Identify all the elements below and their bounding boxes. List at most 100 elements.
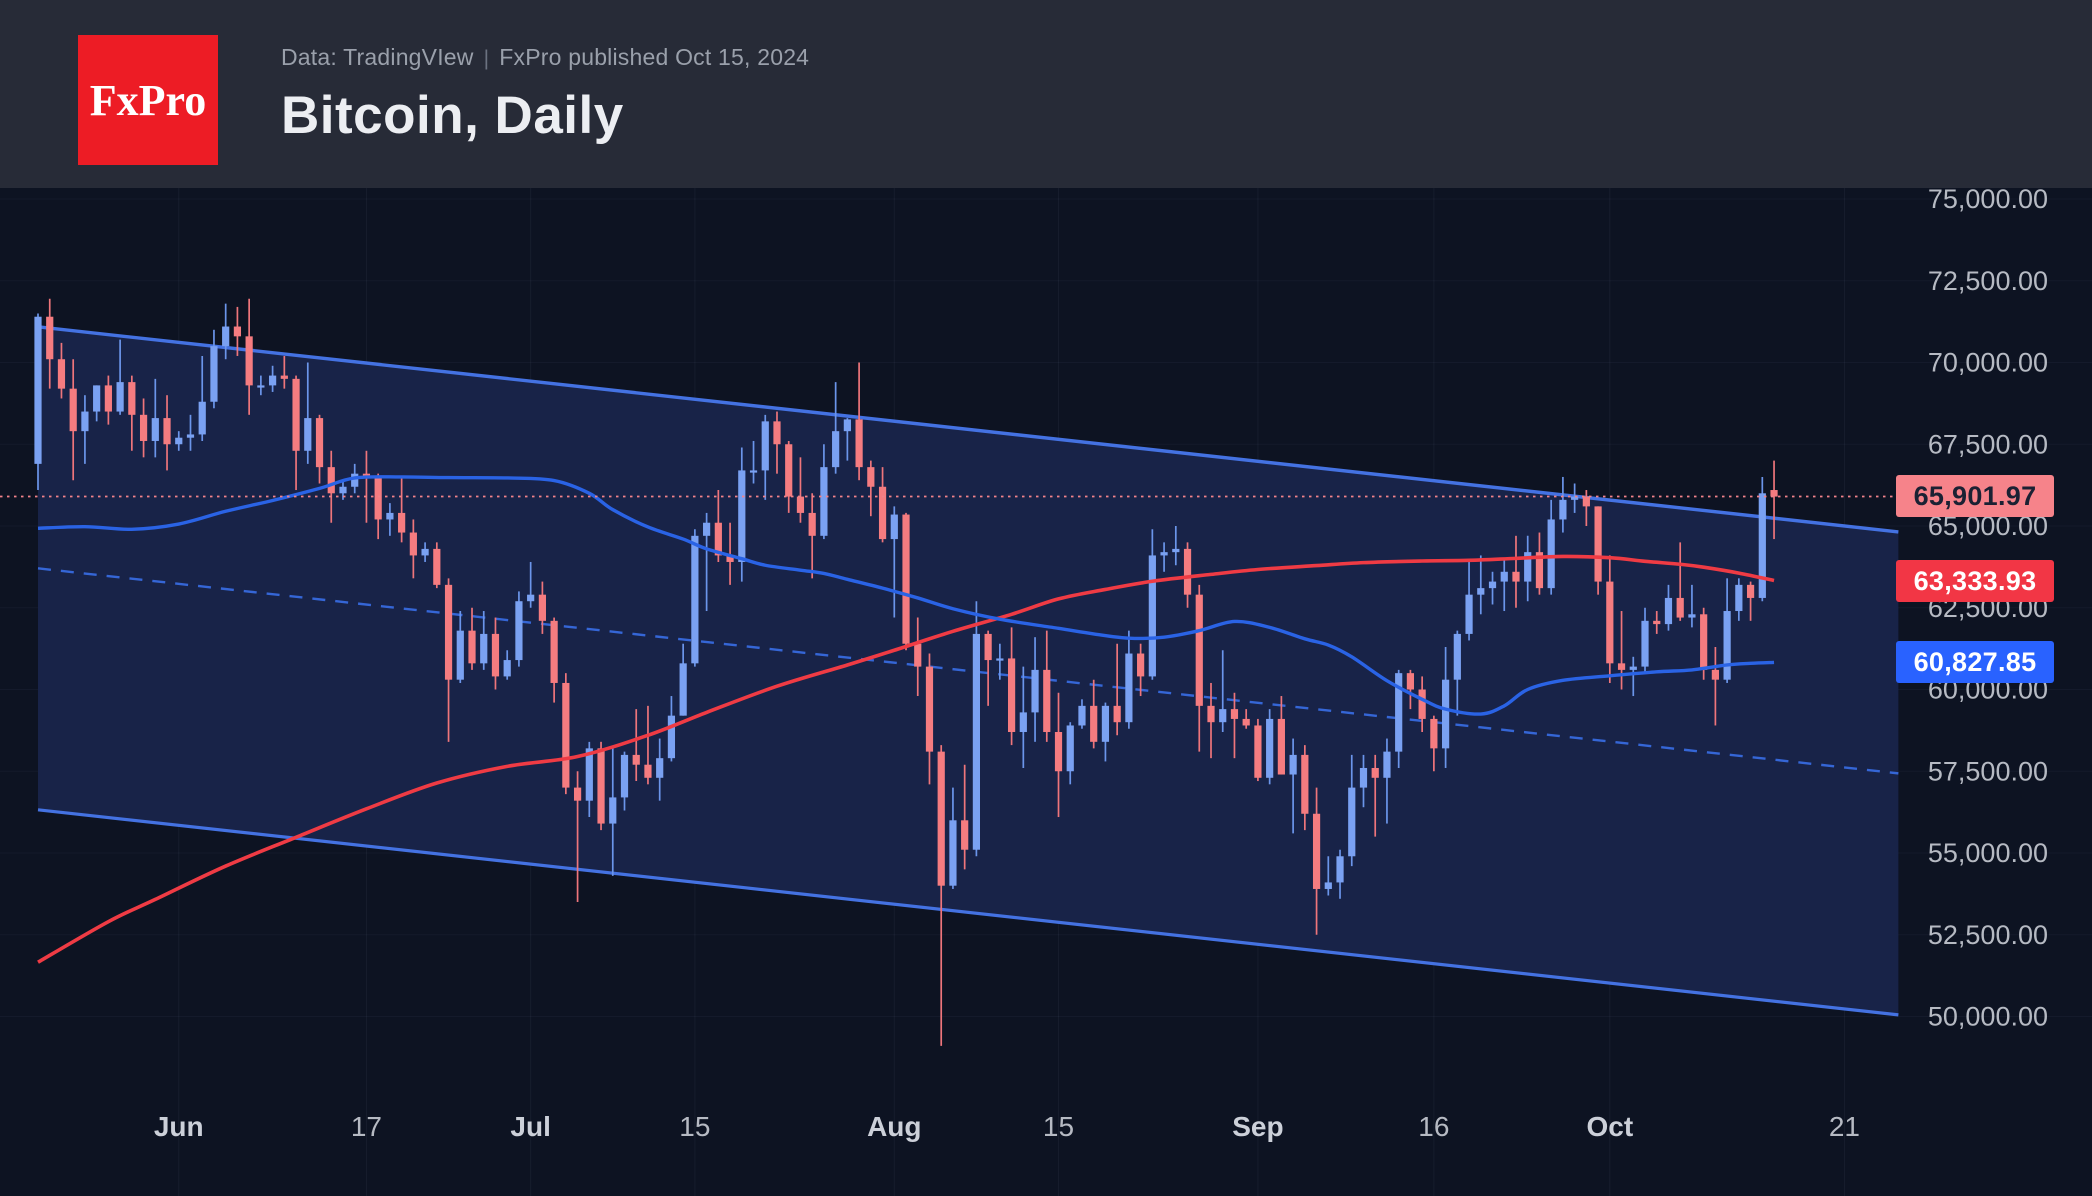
candle — [444, 578, 453, 742]
svg-text:70,000.00: 70,000.00 — [1928, 348, 2048, 378]
candle — [538, 581, 546, 634]
candle — [1571, 483, 1579, 513]
svg-text:Sep: Sep — [1232, 1111, 1283, 1142]
candle — [1324, 856, 1332, 896]
candle — [116, 339, 124, 415]
header-text: Data: TradingVIew | FxPro published Oct 15… — [281, 44, 809, 146]
candle — [1770, 460, 1778, 540]
candle — [984, 630, 992, 706]
svg-text:75,000.00: 75,000.00 — [1928, 184, 2048, 214]
candle — [573, 771, 582, 903]
candle — [1183, 542, 1192, 608]
candle — [1160, 542, 1168, 572]
candle — [210, 329, 218, 409]
candle — [1207, 682, 1215, 759]
fxpro-logo-text: FxPro — [89, 75, 207, 125]
candle — [562, 673, 570, 795]
candle — [57, 342, 66, 399]
candle — [867, 460, 875, 517]
candle — [1066, 722, 1074, 785]
candle — [691, 529, 699, 667]
candle — [1078, 699, 1086, 729]
candle — [128, 375, 136, 451]
candle — [1641, 607, 1649, 674]
data-source-label: Data: TradingVIew — [281, 44, 474, 70]
candle — [409, 519, 417, 579]
svg-text:17: 17 — [351, 1111, 382, 1142]
candle — [1113, 643, 1121, 736]
candle — [280, 355, 288, 389]
candle — [820, 444, 828, 540]
candle — [1488, 571, 1497, 605]
candle — [1582, 490, 1590, 526]
candle — [1019, 666, 1027, 768]
candle — [233, 306, 242, 356]
candle — [1277, 696, 1285, 775]
candle — [972, 601, 980, 857]
candle — [1007, 627, 1016, 746]
candle — [1500, 558, 1508, 612]
candle — [703, 512, 711, 612]
candle — [1348, 754, 1356, 867]
candle — [714, 490, 722, 562]
candle — [374, 473, 382, 540]
ma-red-value: 63,333.93 — [1913, 565, 2037, 596]
candle — [1230, 692, 1239, 759]
candle — [304, 362, 312, 464]
candle — [1688, 584, 1696, 628]
ma-red-line — [37, 554, 1775, 964]
candle — [503, 650, 511, 680]
candle — [1664, 584, 1673, 631]
candle — [1594, 506, 1602, 595]
candle — [1242, 709, 1250, 729]
candle — [620, 751, 629, 811]
candle — [1477, 555, 1485, 615]
candle — [1266, 709, 1274, 785]
candle — [773, 411, 781, 474]
x-axis-labels[interactable]: Jun 17 Jul 15 Aug 15 Sep 16 Oct 21 — [154, 1111, 1860, 1142]
candle — [1289, 738, 1297, 834]
y-axis-labels[interactable]: 75,000.0072,500.0070,000.0067,500.0065,0… — [1928, 184, 2048, 1032]
candle — [796, 457, 805, 523]
candle — [1219, 650, 1227, 733]
svg-text:Jul: Jul — [510, 1111, 550, 1142]
candle — [1629, 656, 1637, 697]
candle — [832, 382, 840, 474]
svg-text:72,500.00: 72,500.00 — [1928, 266, 2048, 296]
candle — [269, 365, 277, 392]
svg-text:55,000.00: 55,000.00 — [1928, 838, 2048, 868]
candle — [1453, 630, 1461, 716]
candle — [222, 303, 230, 360]
candle — [1418, 676, 1426, 733]
ma-blue-price-badge: 60,827.85 — [1896, 641, 2054, 683]
candle — [1090, 679, 1098, 749]
candle — [925, 653, 934, 785]
published-label: FxPro published Oct 15, 2024 — [499, 44, 810, 70]
candle — [93, 385, 101, 422]
page-title: Bitcoin, Daily — [281, 86, 624, 145]
svg-text:15: 15 — [1043, 1111, 1074, 1142]
candle — [1125, 630, 1133, 729]
candle — [878, 467, 887, 543]
candle — [139, 398, 148, 458]
candle — [81, 395, 89, 464]
candle — [1430, 715, 1438, 772]
ma-red-price-badge: 63,333.93 — [1896, 560, 2054, 602]
candles-series — [34, 298, 1778, 1046]
candle — [1711, 646, 1719, 726]
candle — [1312, 787, 1321, 935]
candle — [456, 611, 464, 683]
candle — [1465, 561, 1473, 641]
candle — [1172, 526, 1180, 566]
candle — [315, 414, 324, 484]
candle — [1559, 476, 1567, 533]
svg-text:Oct: Oct — [1586, 1111, 1633, 1142]
candle — [1653, 611, 1661, 634]
candle — [1359, 754, 1368, 808]
candle — [468, 607, 476, 670]
candle — [632, 709, 640, 782]
candle — [327, 450, 335, 523]
candle — [1137, 643, 1145, 697]
candle — [1547, 499, 1555, 595]
